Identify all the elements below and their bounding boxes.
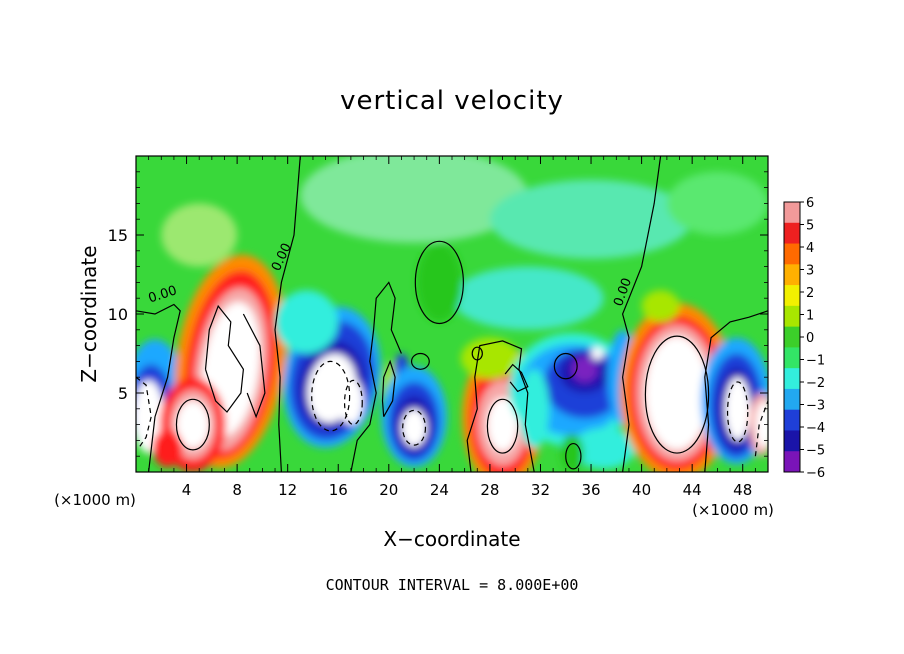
plot-area: 0.000.000.00: [136, 156, 768, 472]
field-blob: [300, 156, 528, 243]
y-tick-label: 10: [108, 305, 128, 324]
field-blob: [489, 179, 693, 259]
negative-contour: [343, 379, 363, 426]
field-blob: [136, 380, 164, 454]
x-unit-label-right: (×1000 m): [692, 501, 774, 519]
inner-contour: [242, 313, 266, 419]
y-tick-label: 5: [118, 384, 128, 403]
inner-contour: [175, 398, 210, 451]
colorbar-tick-label: 1: [806, 309, 814, 324]
colorbar-tick-label: −6: [806, 466, 825, 481]
inner-contour: [204, 304, 245, 413]
colorbar-swatch: [784, 222, 800, 245]
zero-contour: [274, 156, 301, 472]
field-blob: [152, 429, 183, 468]
colorbar-tick-label: −4: [806, 421, 825, 436]
inner-contour: [644, 335, 710, 454]
chart-title: vertical velocity: [340, 86, 564, 116]
colorbar-tick-label: 4: [806, 241, 814, 256]
x-tick-label: 28: [480, 481, 499, 499]
x-tick-label: 12: [278, 481, 297, 499]
colorbar-tick-label: −3: [806, 399, 825, 414]
colorbar-tick-label: 3: [806, 264, 814, 279]
field-blob: [755, 400, 768, 449]
zero-contour: [553, 352, 578, 380]
zero-contour: [136, 303, 181, 472]
colorbar-swatch: [784, 305, 800, 328]
x-unit-label-left: (×1000 m): [54, 491, 136, 509]
x-tick-label: 40: [632, 481, 651, 499]
colorbar-swatch: [784, 388, 800, 411]
colorbar: 6 5 4 3 2 1 0 −1 −2 −3 −4 −5 −6: [783, 196, 825, 481]
colorbar-swatch: [784, 347, 800, 369]
x-tick-label: 8: [232, 481, 242, 499]
x-tick-label: 36: [581, 481, 600, 499]
y-tick-label: 15: [108, 226, 128, 245]
colorbar-swatch: [784, 409, 800, 431]
colorbar-swatch: [784, 202, 800, 224]
colorbar-swatch: [784, 368, 800, 390]
colorbar-swatch: [784, 451, 800, 473]
colorbar-swatch: [784, 243, 800, 265]
field-blob: [666, 171, 768, 235]
x-tick-label: 44: [683, 481, 702, 499]
x-tick-label: 32: [531, 481, 550, 499]
field-blob: [452, 266, 604, 330]
x-tick-label: 16: [329, 481, 348, 499]
negative-contour: [311, 360, 351, 432]
x-tick-label: 20: [379, 481, 398, 499]
field-blob: [401, 408, 427, 447]
x-axis-ticks: 4 8 12 16 20 24 28 32 36 40 44 48: [148, 156, 756, 499]
colorbar-tick-label: 5: [806, 219, 814, 234]
x-tick-label: 24: [430, 481, 449, 499]
field-blob: [591, 347, 604, 360]
y-axis-label: Z−coordinate: [77, 245, 101, 382]
colorbar-tick-label: −2: [806, 376, 825, 391]
colorbar-tick-label: −1: [806, 354, 825, 369]
field-blob: [275, 290, 339, 354]
zero-contour: [350, 281, 402, 472]
contour-interval-note: CONTOUR INTERVAL = 8.000E+00: [325, 576, 579, 594]
zero-contour: [504, 363, 529, 393]
x-axis-label: X−coordinate: [383, 527, 520, 551]
zero-contour: [466, 340, 535, 472]
field-blob: [572, 427, 636, 469]
field-blob: [645, 336, 709, 450]
field-blob: [176, 400, 210, 449]
inner-contour: [486, 398, 519, 454]
y-axis-ticks: 5 10 15: [108, 171, 768, 457]
field-blob: [725, 377, 751, 441]
field-blob: [572, 356, 598, 382]
colorbar-tick-label: 2: [806, 286, 814, 301]
zero-contour: [565, 442, 582, 470]
field-blob: [416, 242, 463, 322]
field-blob: [641, 290, 680, 322]
negative-contour: [402, 409, 427, 446]
colorbar-swatch: [784, 285, 800, 307]
colorbar-tick-label: 6: [806, 196, 814, 211]
zero-contour: [704, 310, 768, 472]
colorbar-swatch: [784, 264, 800, 286]
colorbar-tick-label: 0: [806, 331, 814, 346]
colorbar-swatch: [784, 430, 800, 452]
field-blob: [161, 203, 238, 267]
x-tick-label: 4: [182, 481, 192, 499]
x-tick-label: 48: [733, 481, 752, 499]
zero-contour: [471, 346, 483, 361]
field-blob: [560, 434, 584, 472]
field-blob: [487, 397, 518, 452]
zero-contour: [414, 240, 464, 325]
colorbar-tick-label: −5: [806, 444, 825, 459]
colorbar-swatch: [784, 326, 800, 348]
field-blob: [338, 377, 364, 425]
zero-contour: [621, 156, 662, 472]
zero-contour: [410, 352, 430, 370]
negative-contour: [726, 381, 749, 443]
zero-contour: [381, 359, 396, 417]
